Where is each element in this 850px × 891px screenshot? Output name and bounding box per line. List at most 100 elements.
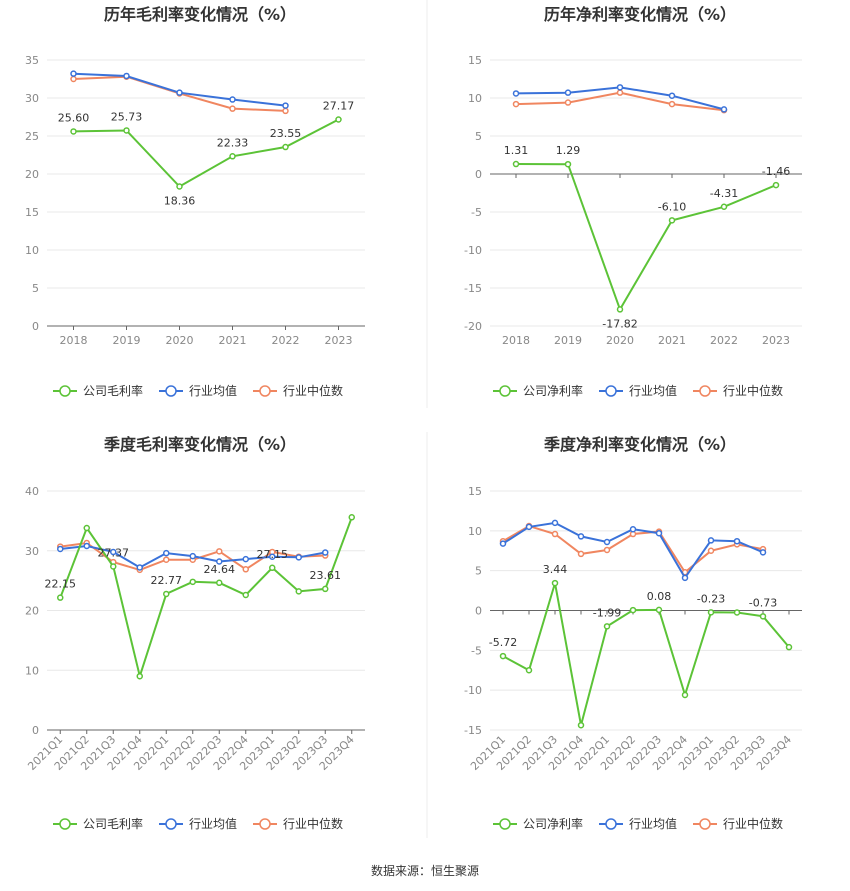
data-point[interactable] xyxy=(322,549,329,556)
data-point[interactable] xyxy=(163,556,170,563)
data-point[interactable] xyxy=(603,623,611,630)
legend-item[interactable]: 公司净利率 xyxy=(493,816,583,831)
data-point[interactable] xyxy=(616,84,624,91)
data-point[interactable] xyxy=(707,537,715,544)
annual-net-legend: 公司净利率 行业均值 行业中位数 xyxy=(493,383,783,398)
data-point[interactable] xyxy=(70,75,77,83)
data-point[interactable] xyxy=(229,96,236,103)
data-label: -1.99 xyxy=(593,606,621,619)
data-point[interactable] xyxy=(603,546,611,554)
data-point[interactable] xyxy=(512,160,520,168)
data-point[interactable] xyxy=(564,160,572,168)
data-point[interactable] xyxy=(525,667,533,674)
data-point[interactable] xyxy=(216,579,223,587)
data-point[interactable] xyxy=(83,542,90,550)
data-point[interactable] xyxy=(655,606,663,614)
data-point[interactable] xyxy=(216,548,223,555)
legend-item[interactable]: 行业中位数 xyxy=(253,383,343,398)
data-point[interactable] xyxy=(707,547,715,554)
data-point[interactable] xyxy=(720,106,728,113)
data-point[interactable] xyxy=(110,548,117,556)
data-point[interactable] xyxy=(136,672,143,680)
data-point[interactable] xyxy=(681,574,689,582)
data-point[interactable] xyxy=(577,550,585,558)
data-point[interactable] xyxy=(282,143,289,151)
data-point[interactable] xyxy=(282,107,289,115)
data-point[interactable] xyxy=(348,514,355,521)
data-point[interactable] xyxy=(123,127,130,134)
data-point[interactable] xyxy=(616,306,624,313)
legend-item[interactable]: 行业均值 xyxy=(159,383,237,398)
legend-item[interactable]: 公司毛利率 xyxy=(53,816,143,831)
legend-item[interactable]: 行业均值 xyxy=(599,383,677,398)
data-point[interactable] xyxy=(216,558,223,565)
data-point[interactable] xyxy=(668,92,676,99)
data-point[interactable] xyxy=(629,525,637,533)
legend-item[interactable]: 行业中位数 xyxy=(693,383,783,398)
legend-marker-icon xyxy=(499,385,511,397)
data-point[interactable] xyxy=(603,538,611,546)
data-point[interactable] xyxy=(295,588,302,595)
data-point[interactable] xyxy=(163,590,170,598)
data-point[interactable] xyxy=(189,552,196,560)
data-point[interactable] xyxy=(733,537,741,545)
data-point[interactable] xyxy=(772,181,780,189)
data-point[interactable] xyxy=(499,652,507,660)
data-point[interactable] xyxy=(70,70,77,77)
data-point[interactable] xyxy=(668,217,676,224)
data-label: 22.15 xyxy=(45,578,77,591)
data-point[interactable] xyxy=(83,524,90,532)
data-point[interactable] xyxy=(577,721,585,729)
data-point[interactable] xyxy=(733,609,741,616)
data-point[interactable] xyxy=(564,99,572,106)
series-line xyxy=(59,516,353,680)
data-point[interactable] xyxy=(564,89,572,96)
data-point[interactable] xyxy=(282,102,289,109)
data-point[interactable] xyxy=(785,643,793,651)
data-point[interactable] xyxy=(512,90,520,97)
data-point[interactable] xyxy=(57,594,64,601)
data-point[interactable] xyxy=(269,564,276,572)
data-point[interactable] xyxy=(189,578,196,586)
quarterly-net-margin-chart: 季度净利率变化情况（%）-15-10-50510152021Q12021Q220… xyxy=(464,435,802,831)
data-point[interactable] xyxy=(512,100,520,108)
data-point[interactable] xyxy=(136,564,143,571)
data-point[interactable] xyxy=(229,153,236,160)
data-point[interactable] xyxy=(720,203,728,211)
legend-item[interactable]: 行业均值 xyxy=(159,816,237,831)
data-point[interactable] xyxy=(163,549,170,557)
data-point[interactable] xyxy=(668,100,676,108)
data-point[interactable] xyxy=(229,105,236,112)
data-point[interactable] xyxy=(242,591,249,599)
data-point[interactable] xyxy=(499,540,507,547)
legend-item[interactable]: 公司毛利率 xyxy=(53,383,143,398)
data-point[interactable] xyxy=(176,183,183,190)
data-point[interactable] xyxy=(176,89,183,96)
data-point[interactable] xyxy=(681,691,689,699)
data-point[interactable] xyxy=(551,530,559,538)
data-point[interactable] xyxy=(551,519,559,527)
data-point[interactable] xyxy=(295,554,302,561)
data-point[interactable] xyxy=(242,566,249,573)
data-point[interactable] xyxy=(759,549,767,556)
data-point[interactable] xyxy=(616,89,624,96)
data-point[interactable] xyxy=(759,613,767,620)
legend-item[interactable]: 行业中位数 xyxy=(693,816,783,831)
data-point[interactable] xyxy=(110,563,117,570)
data-point[interactable] xyxy=(322,585,329,593)
data-point[interactable] xyxy=(70,128,77,135)
data-point[interactable] xyxy=(629,606,637,614)
legend-item[interactable]: 公司净利率 xyxy=(493,383,583,398)
data-point[interactable] xyxy=(57,545,64,553)
data-point[interactable] xyxy=(551,579,559,587)
data-point[interactable] xyxy=(335,116,342,123)
data-point[interactable] xyxy=(655,529,663,537)
data-point[interactable] xyxy=(269,553,276,560)
data-point[interactable] xyxy=(577,533,585,540)
data-point[interactable] xyxy=(707,609,715,616)
data-point[interactable] xyxy=(123,72,130,80)
legend-item[interactable]: 行业中位数 xyxy=(253,816,343,831)
data-point[interactable] xyxy=(242,555,249,563)
legend-item[interactable]: 行业均值 xyxy=(599,816,677,831)
data-point[interactable] xyxy=(525,523,533,531)
